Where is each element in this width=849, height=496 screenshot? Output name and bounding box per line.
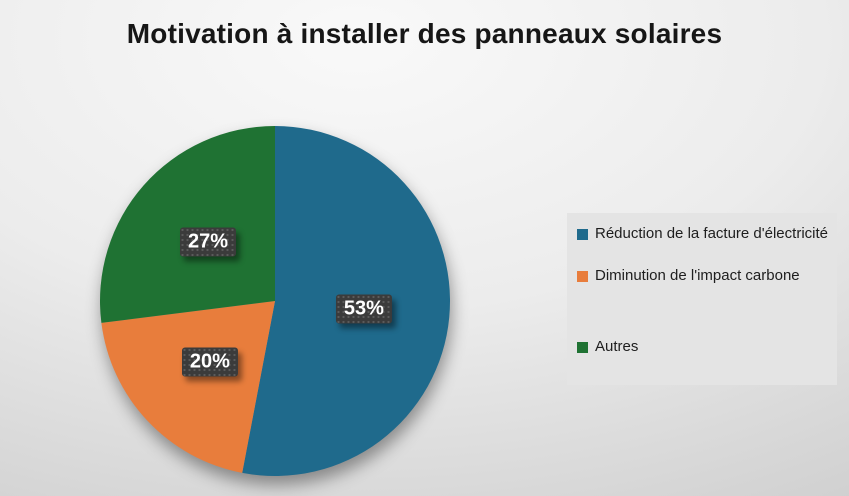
legend-marker-blue-icon: [577, 229, 588, 240]
legend-item-impact-carbone[interactable]: Diminution de l'impact carbone: [575, 264, 829, 288]
legend-item-label: Réduction de la facture d'électricité: [595, 225, 828, 242]
legend-item-reduction-facture[interactable]: Réduction de la facture d'électricité: [575, 222, 829, 246]
legend-item-label: Autres: [595, 338, 639, 355]
data-label-3: 27%: [180, 227, 237, 257]
legend-marker-green-icon: [577, 342, 588, 353]
legend: Réduction de la facture d'électricité Di…: [567, 213, 837, 385]
data-label-2: 20%: [181, 347, 238, 377]
pie-slice-3[interactable]: [100, 126, 275, 323]
legend-marker-orange-icon: [577, 271, 588, 282]
pie-chart: [100, 126, 451, 476]
pie-slice-2[interactable]: [101, 301, 275, 473]
data-label-1: 53%: [335, 294, 392, 324]
legend-item-label: Diminution de l'impact carbone: [595, 267, 800, 284]
chart-title: Motivation à installer des panneaux sola…: [126, 18, 723, 49]
legend-item-autres[interactable]: Autres: [575, 335, 829, 359]
